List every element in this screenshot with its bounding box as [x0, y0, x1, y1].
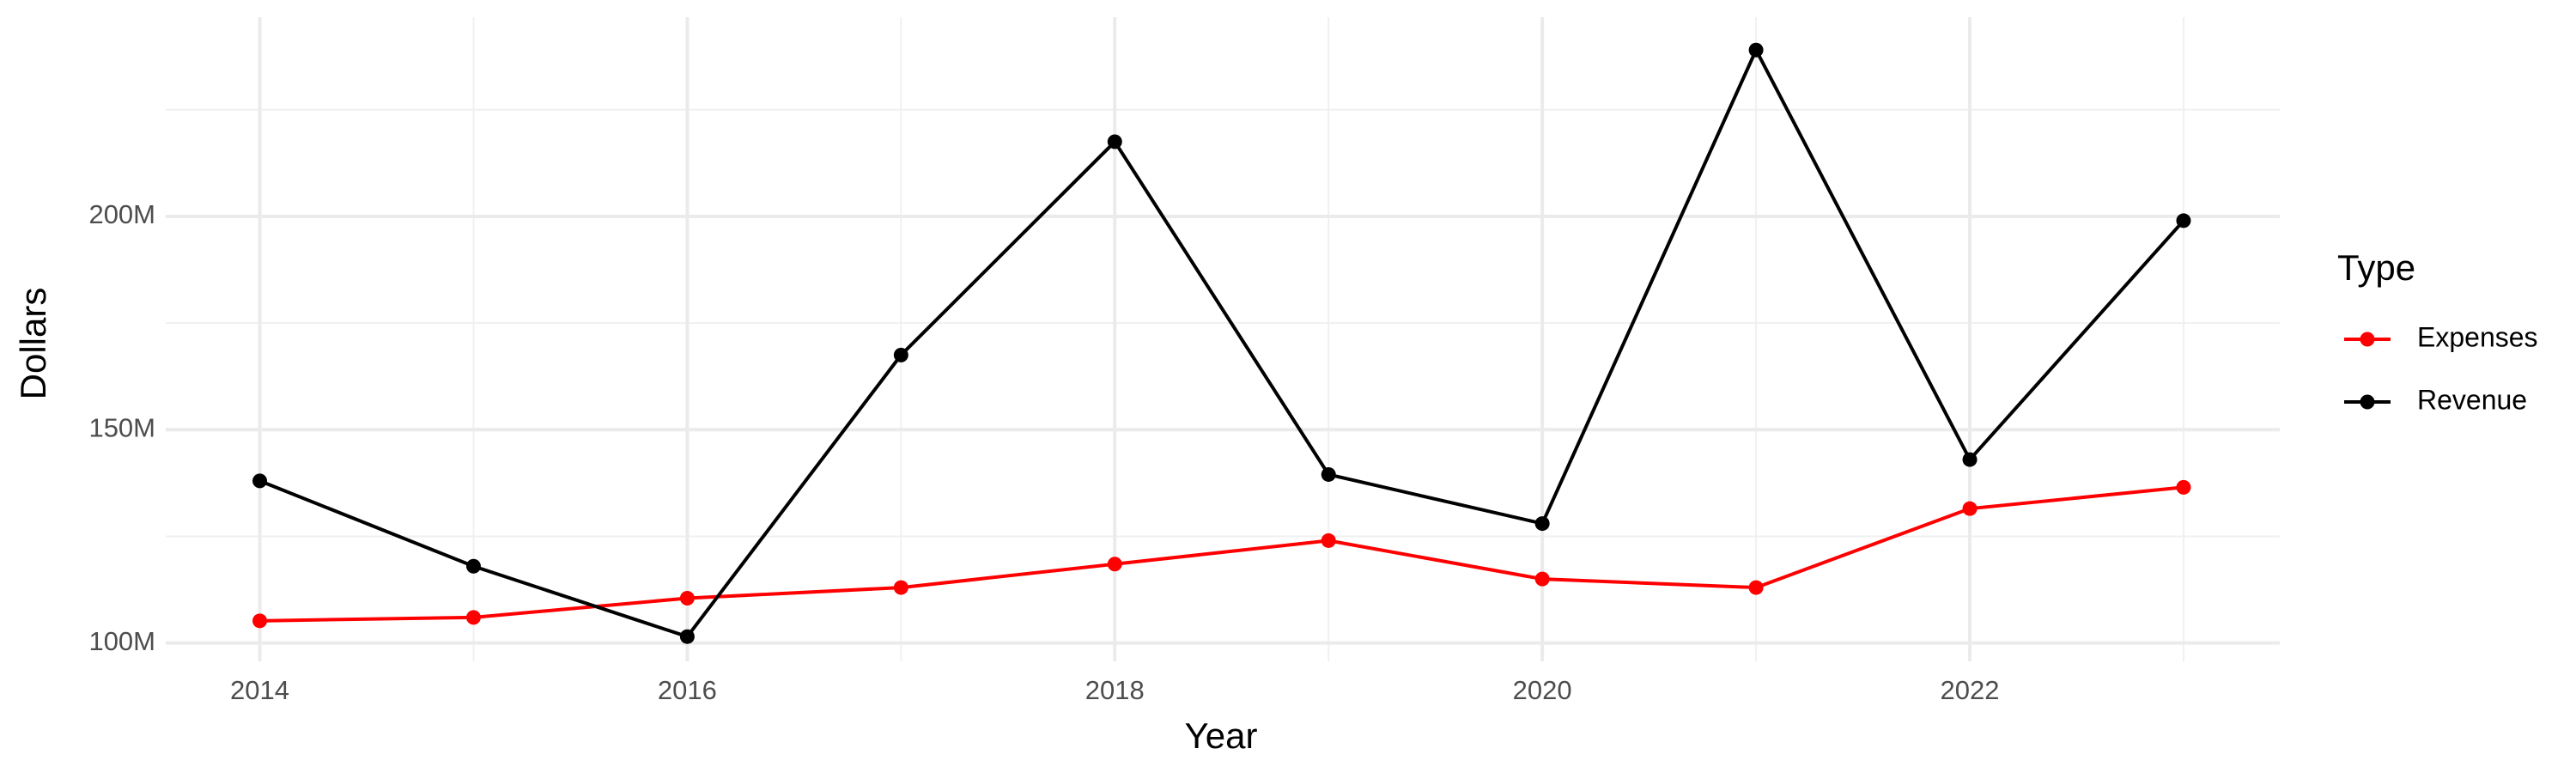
data-point: [1748, 42, 1764, 58]
x-tick-label: 2016: [658, 675, 717, 705]
y-tick-label: 150M: [88, 412, 155, 442]
data-point: [1748, 580, 1764, 595]
data-point: [679, 590, 695, 606]
data-point: [893, 580, 908, 595]
x-tick-label: 2018: [1085, 675, 1145, 705]
data-point: [465, 558, 481, 574]
legend-key-point: [2360, 394, 2375, 410]
x-tick-label: 2020: [1513, 675, 1572, 705]
data-point: [465, 610, 481, 625]
legend-text: Revenue: [2417, 384, 2527, 415]
data-point: [2176, 479, 2191, 495]
y-axis-title: Dollars: [13, 288, 53, 400]
x-tick-label: 2014: [230, 675, 289, 705]
legend-title: Type: [2337, 247, 2415, 288]
series-line: [259, 485, 2184, 623]
data-point: [1962, 452, 1978, 467]
data-point: [252, 473, 268, 489]
data-point: [1534, 571, 1550, 587]
y-tick-label: 200M: [88, 199, 155, 229]
data-point: [1321, 466, 1336, 482]
data-point: [893, 347, 908, 362]
legend-text: Expenses: [2417, 321, 2538, 352]
x-tick-label: 2022: [1941, 675, 2000, 705]
y-tick-label: 100M: [88, 626, 155, 656]
data-point: [1107, 557, 1122, 572]
data-point: [679, 629, 695, 644]
data-point: [1321, 533, 1336, 548]
data-point: [2176, 213, 2191, 228]
data-point: [1534, 516, 1550, 532]
data-point: [252, 613, 268, 629]
x-axis-title: Year: [1185, 715, 1258, 756]
data-point: [1107, 134, 1122, 149]
series-line: [258, 46, 2185, 639]
data-point: [1962, 501, 1978, 516]
legend-key-point: [2360, 332, 2375, 347]
